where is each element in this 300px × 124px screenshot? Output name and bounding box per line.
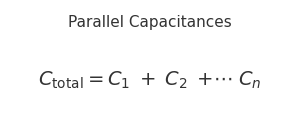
Text: $\mathit{C}_{\mathrm{total}} = \mathit{C}_{1} \; + \; \mathit{C}_{2} \; +\!\cdot: $\mathit{C}_{\mathrm{total}} = \mathit{C… (38, 70, 262, 91)
Text: Parallel Capacitances: Parallel Capacitances (68, 15, 232, 30)
